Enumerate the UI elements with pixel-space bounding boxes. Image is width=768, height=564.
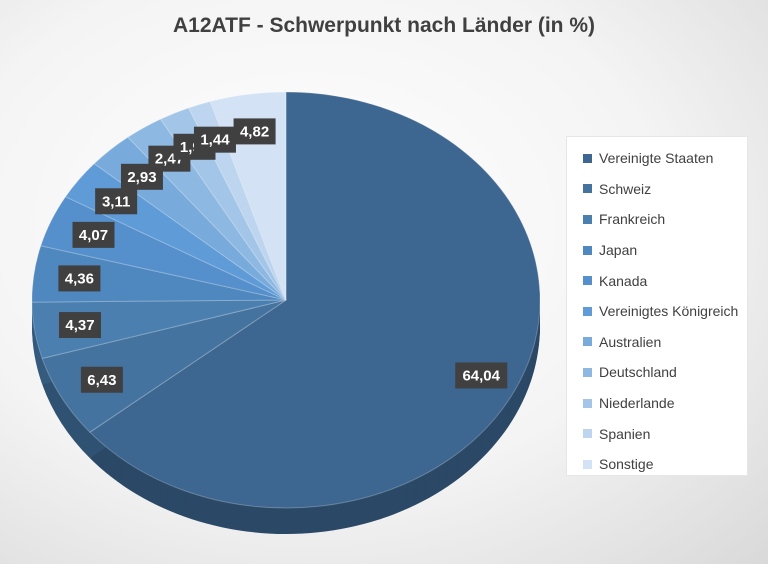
legend-item: Australien: [583, 327, 747, 358]
data-label: 64,04: [455, 362, 508, 389]
legend-item: Schweiz: [583, 174, 747, 205]
legend-swatch: [583, 153, 592, 163]
legend-label: Vereinigte Staaten: [599, 150, 714, 167]
data-label: 1,44: [193, 126, 236, 153]
data-label-text: 3,11: [102, 193, 130, 210]
pie-slice-schweiz[interactable]: [41, 299, 287, 433]
legend-swatch: [583, 459, 592, 469]
data-label-text: 4,36: [65, 270, 94, 287]
data-label-text: 4,82: [240, 123, 269, 140]
legend-label: Spanien: [599, 425, 651, 442]
legend-item: Deutschland: [583, 357, 747, 388]
data-label-text: 4,07: [79, 227, 108, 244]
legend-item: Sonstige: [583, 449, 747, 480]
legend-swatch: [583, 306, 592, 316]
data-label: 4,37: [58, 312, 101, 339]
legend-label: Deutschland: [599, 364, 677, 381]
data-label: 4,82: [233, 118, 276, 145]
legend-label: Japan: [599, 242, 638, 259]
data-label: 3,11: [95, 188, 138, 215]
legend-label: Frankreich: [599, 211, 666, 228]
legend-swatch: [583, 214, 592, 224]
data-label: 6,43: [80, 366, 123, 393]
data-label-text: 64,04: [462, 367, 500, 384]
legend-item: Spanien: [583, 418, 747, 449]
pie-slice-vereinigte-staaten[interactable]: [89, 91, 541, 509]
legend-label: Australien: [599, 333, 662, 350]
legend-label: Schweiz: [599, 180, 652, 197]
legend-item: Niederlande: [583, 388, 747, 419]
legend-item: Frankreich: [583, 204, 747, 235]
legend-item: Vereinigte Staaten: [583, 143, 747, 174]
legend-label: Kanada: [599, 272, 648, 289]
data-label: 4,07: [72, 221, 115, 248]
data-label-text: 4,37: [65, 317, 94, 334]
legend-swatch: [583, 398, 592, 408]
legend-item: Kanada: [583, 265, 747, 296]
legend-swatch: [583, 184, 592, 194]
legend-item: Vereinigtes Königreich: [583, 296, 747, 327]
legend: Vereinigte Staaten Schweiz Frankreich Japan…: [566, 136, 748, 476]
legend-label: Sonstige: [599, 456, 654, 473]
legend-label: Vereinigtes Königreich: [599, 303, 739, 320]
legend-swatch: [583, 337, 592, 347]
legend-swatch: [583, 367, 592, 377]
data-label-text: 2,93: [127, 169, 156, 186]
data-label: 4,36: [58, 265, 101, 292]
legend-swatch: [583, 429, 592, 439]
legend-label: Niederlande: [599, 395, 675, 412]
chart-title: A12ATF - Schwerpunkt nach Länder (in %): [173, 14, 595, 37]
data-label-text: 6,43: [87, 372, 116, 389]
legend-swatch: [583, 245, 592, 255]
legend-item: Japan: [583, 235, 747, 266]
data-label-text: 1,44: [200, 132, 230, 149]
legend-swatch: [583, 276, 592, 286]
